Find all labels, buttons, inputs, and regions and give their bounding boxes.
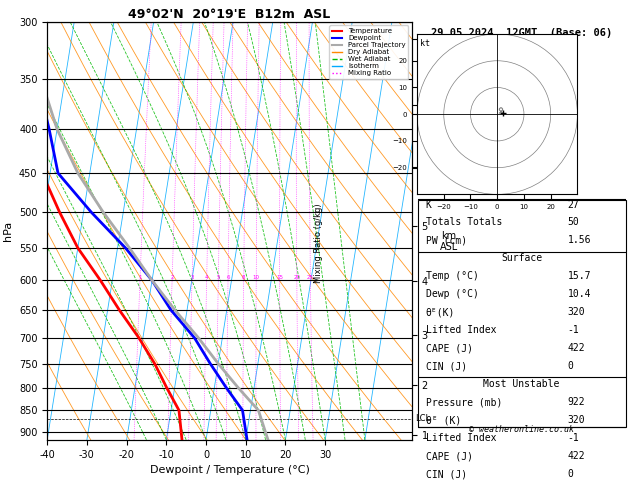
Text: 27: 27: [567, 200, 579, 209]
Text: 422: 422: [567, 343, 585, 353]
Text: θᴱ(K): θᴱ(K): [426, 307, 455, 317]
Text: 1.56: 1.56: [567, 235, 591, 245]
Text: kt: kt: [420, 39, 430, 48]
Text: 320: 320: [567, 415, 585, 425]
Text: 29.05.2024  12GMT  (Base: 06): 29.05.2024 12GMT (Base: 06): [431, 28, 612, 38]
Text: 2: 2: [170, 275, 174, 280]
Text: CAPE (J): CAPE (J): [426, 451, 473, 461]
Text: 422: 422: [567, 451, 585, 461]
Bar: [418, 199, 626, 427]
Text: Pressure (mb): Pressure (mb): [426, 397, 502, 407]
Y-axis label: km
ASL: km ASL: [440, 231, 458, 252]
Text: 15.7: 15.7: [567, 271, 591, 281]
Text: Lifted Index: Lifted Index: [426, 325, 496, 335]
Text: 50: 50: [567, 217, 579, 227]
Text: 6: 6: [226, 275, 230, 280]
Legend: Temperature, Dewpoint, Parcel Trajectory, Dry Adiabat, Wet Adiabat, Isotherm, Mi: Temperature, Dewpoint, Parcel Trajectory…: [329, 25, 408, 79]
Text: 0: 0: [567, 469, 574, 479]
Text: CAPE (J): CAPE (J): [426, 343, 473, 353]
X-axis label: Dewpoint / Temperature (°C): Dewpoint / Temperature (°C): [150, 465, 309, 475]
Text: 8: 8: [242, 275, 245, 280]
Text: Most Unstable: Most Unstable: [484, 379, 560, 389]
Text: 320: 320: [567, 307, 585, 317]
Text: Lifted Index: Lifted Index: [426, 433, 496, 443]
Text: 10.4: 10.4: [567, 289, 591, 299]
Text: 4: 4: [205, 275, 208, 280]
Text: Temp (°C): Temp (°C): [426, 271, 479, 281]
Text: CIN (J): CIN (J): [426, 469, 467, 479]
Text: 15: 15: [276, 275, 283, 280]
Text: 1: 1: [138, 275, 142, 280]
Text: K: K: [426, 200, 431, 209]
Title: 49°02'N  20°19'E  B12m  ASL: 49°02'N 20°19'E B12m ASL: [128, 8, 331, 21]
Text: -1: -1: [567, 325, 579, 335]
Text: CIN (J): CIN (J): [426, 361, 467, 371]
Text: Surface: Surface: [501, 253, 542, 263]
Text: LCL: LCL: [415, 415, 431, 423]
Text: 25: 25: [307, 275, 314, 280]
Text: 20: 20: [293, 275, 300, 280]
Text: θᴱ (K): θᴱ (K): [426, 415, 461, 425]
Text: Dewp (°C): Dewp (°C): [426, 289, 479, 299]
Text: Mixing Ratio (g/kg): Mixing Ratio (g/kg): [314, 203, 323, 283]
Text: © weatheronline.co.uk: © weatheronline.co.uk: [469, 425, 574, 434]
Text: 3: 3: [190, 275, 194, 280]
Text: 0: 0: [567, 361, 574, 371]
Text: 5: 5: [216, 275, 220, 280]
Text: -1: -1: [567, 433, 579, 443]
Text: 922: 922: [567, 397, 585, 407]
Text: PW (cm): PW (cm): [426, 235, 467, 245]
Y-axis label: hPa: hPa: [3, 221, 13, 241]
Text: Totals Totals: Totals Totals: [426, 217, 502, 227]
Text: 10: 10: [253, 275, 260, 280]
